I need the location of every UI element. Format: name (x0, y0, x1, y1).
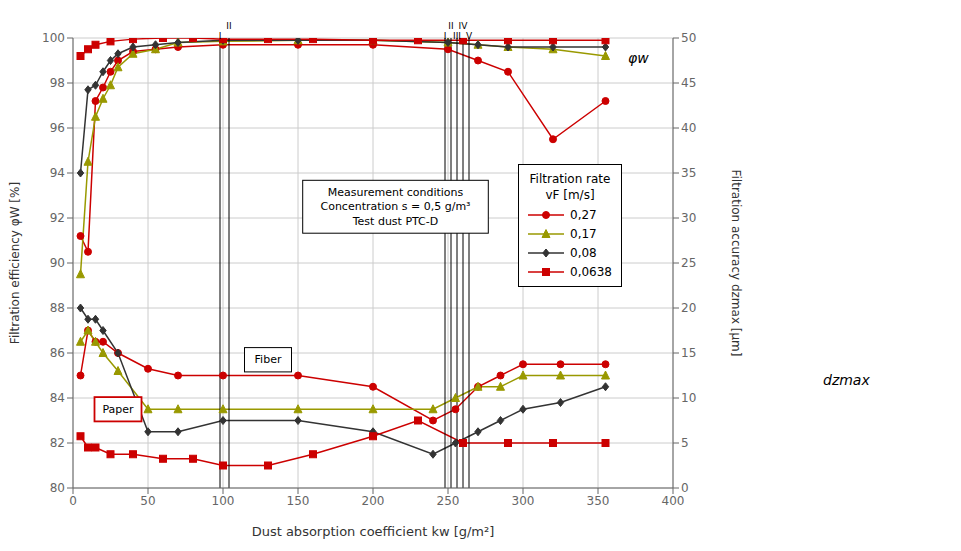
svg-text:200: 200 (362, 494, 385, 508)
svg-text:350: 350 (587, 494, 610, 508)
svg-text:Measurement conditions: Measurement conditions (328, 186, 464, 199)
svg-text:III: III (453, 31, 461, 41)
svg-text:40: 40 (681, 121, 696, 135)
svg-text:82: 82 (50, 436, 65, 450)
svg-text:0: 0 (681, 481, 689, 495)
svg-text:Test dust PTC-D: Test dust PTC-D (352, 215, 438, 228)
svg-text:I: I (219, 31, 222, 41)
svg-text:100: 100 (212, 494, 235, 508)
svg-text:0: 0 (69, 494, 77, 508)
svg-text:Fiber: Fiber (255, 353, 282, 366)
svg-text:80: 80 (50, 481, 65, 495)
svg-text:Concentration s = 0,5 g/m³: Concentration s = 0,5 g/m³ (320, 200, 470, 213)
svg-text:II: II (226, 21, 231, 31)
html-text:0,0638: 0,0638 (570, 265, 612, 279)
svg-text:Filtration accuracy dzmax [μm]: Filtration accuracy dzmax [μm] (729, 169, 743, 356)
svg-text:90: 90 (50, 256, 65, 270)
svg-text:V: V (466, 31, 473, 41)
svg-text:II: II (448, 21, 453, 31)
svg-text:400: 400 (662, 494, 685, 508)
html-text:0,17: 0,17 (570, 227, 597, 241)
svg-text:IV: IV (459, 21, 469, 31)
html-text:0,27: 0,27 (570, 208, 597, 222)
svg-text:20: 20 (681, 301, 696, 315)
svg-text:Dust absorption coefficient kw: Dust absorption coefficient kw [g/m²] (252, 524, 495, 539)
svg-text:15: 15 (681, 346, 696, 360)
svg-text:88: 88 (50, 301, 65, 315)
html-text:0,08: 0,08 (570, 246, 597, 260)
svg-text:dzmax: dzmax (823, 372, 870, 388)
svg-text:10: 10 (681, 391, 696, 405)
svg-text:Filtration efficiency φW [%]: Filtration efficiency φW [%] (8, 182, 22, 344)
svg-text:150: 150 (287, 494, 310, 508)
svg-text:50: 50 (140, 494, 155, 508)
svg-text:92: 92 (50, 211, 65, 225)
svg-text:250: 250 (437, 494, 460, 508)
svg-text:86: 86 (50, 346, 65, 360)
svg-text:Paper: Paper (102, 403, 134, 416)
svg-text:5: 5 (681, 436, 689, 450)
svg-text:25: 25 (681, 256, 696, 270)
svg-text:I: I (444, 31, 447, 41)
svg-text:300: 300 (512, 494, 535, 508)
svg-text:50: 50 (681, 31, 696, 45)
svg-text:30: 30 (681, 211, 696, 225)
svg-text:35: 35 (681, 166, 696, 180)
html-text:Filtration rate vF [m/s]: Filtration rate vF [m/s] (529, 172, 611, 202)
svg-text:98: 98 (50, 76, 65, 90)
svg-text:φw: φw (628, 50, 649, 66)
svg-text:45: 45 (681, 76, 696, 90)
svg-text:84: 84 (50, 391, 65, 405)
svg-text:96: 96 (50, 121, 65, 135)
svg-text:94: 94 (50, 166, 65, 180)
svg-text:100: 100 (42, 31, 65, 45)
